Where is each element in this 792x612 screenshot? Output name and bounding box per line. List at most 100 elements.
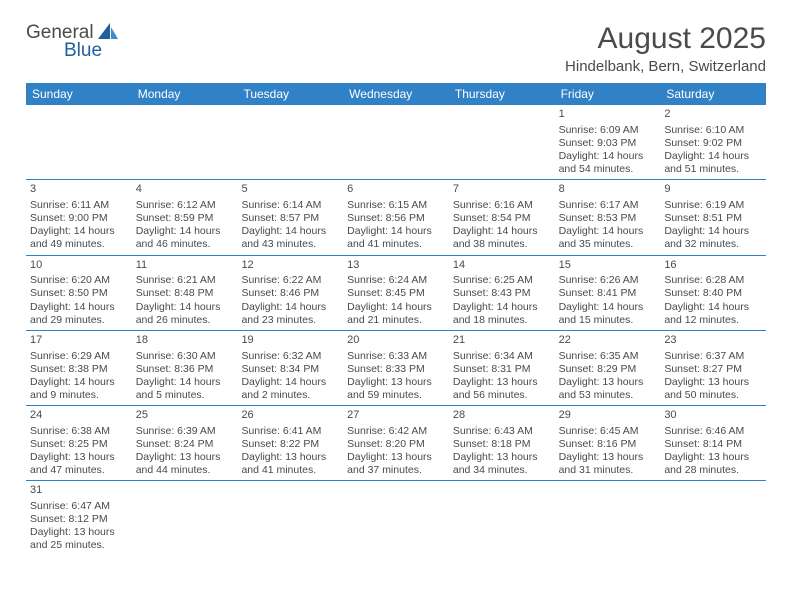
- daylight-text: and 31 minutes.: [559, 464, 657, 477]
- sunrise-text: Sunrise: 6:30 AM: [136, 350, 234, 363]
- sunset-text: Sunset: 8:25 PM: [30, 438, 128, 451]
- sunset-text: Sunset: 8:56 PM: [347, 212, 445, 225]
- day-cell: 4Sunrise: 6:12 AMSunset: 8:59 PMDaylight…: [132, 180, 238, 254]
- daylight-text: and 15 minutes.: [559, 314, 657, 327]
- day-cell: 25Sunrise: 6:39 AMSunset: 8:24 PMDayligh…: [132, 406, 238, 480]
- day-number: 17: [30, 334, 128, 348]
- daylight-text: Daylight: 14 hours: [241, 376, 339, 389]
- sunrise-text: Sunrise: 6:09 AM: [559, 124, 657, 137]
- daylight-text: Daylight: 13 hours: [453, 376, 551, 389]
- week-row: 17Sunrise: 6:29 AMSunset: 8:38 PMDayligh…: [26, 331, 766, 406]
- day-header-row: SundayMondayTuesdayWednesdayThursdayFrid…: [26, 83, 766, 105]
- sunset-text: Sunset: 9:00 PM: [30, 212, 128, 225]
- sunrise-text: Sunrise: 6:17 AM: [559, 199, 657, 212]
- day-header: Sunday: [26, 83, 132, 105]
- day-header: Tuesday: [237, 83, 343, 105]
- sunrise-text: Sunrise: 6:46 AM: [664, 425, 762, 438]
- daylight-text: Daylight: 13 hours: [664, 451, 762, 464]
- day-cell: 26Sunrise: 6:41 AMSunset: 8:22 PMDayligh…: [237, 406, 343, 480]
- day-cell: 18Sunrise: 6:30 AMSunset: 8:36 PMDayligh…: [132, 331, 238, 405]
- day-number: 21: [453, 334, 551, 348]
- empty-cell: [26, 105, 132, 179]
- sunrise-text: Sunrise: 6:45 AM: [559, 425, 657, 438]
- day-number: 22: [559, 334, 657, 348]
- day-cell: 11Sunrise: 6:21 AMSunset: 8:48 PMDayligh…: [132, 256, 238, 330]
- day-cell: 23Sunrise: 6:37 AMSunset: 8:27 PMDayligh…: [660, 331, 766, 405]
- logo: GeneralBlue: [26, 22, 120, 62]
- sunset-text: Sunset: 8:24 PM: [136, 438, 234, 451]
- sunset-text: Sunset: 8:50 PM: [30, 287, 128, 300]
- daylight-text: Daylight: 13 hours: [453, 451, 551, 464]
- sunset-text: Sunset: 8:40 PM: [664, 287, 762, 300]
- day-cell: 6Sunrise: 6:15 AMSunset: 8:56 PMDaylight…: [343, 180, 449, 254]
- daylight-text: and 32 minutes.: [664, 238, 762, 251]
- daylight-text: Daylight: 14 hours: [453, 225, 551, 238]
- day-cell: 21Sunrise: 6:34 AMSunset: 8:31 PMDayligh…: [449, 331, 555, 405]
- empty-cell: [132, 105, 238, 179]
- day-header: Saturday: [660, 83, 766, 105]
- calendar: SundayMondayTuesdayWednesdayThursdayFrid…: [26, 83, 766, 556]
- empty-cell: [132, 481, 238, 555]
- sunset-text: Sunset: 8:29 PM: [559, 363, 657, 376]
- sunrise-text: Sunrise: 6:12 AM: [136, 199, 234, 212]
- sunset-text: Sunset: 9:03 PM: [559, 137, 657, 150]
- sunset-text: Sunset: 8:12 PM: [30, 513, 128, 526]
- daylight-text: Daylight: 14 hours: [559, 301, 657, 314]
- empty-cell: [343, 481, 449, 555]
- sunrise-text: Sunrise: 6:10 AM: [664, 124, 762, 137]
- daylight-text: and 49 minutes.: [30, 238, 128, 251]
- day-number: 12: [241, 259, 339, 273]
- daylight-text: Daylight: 14 hours: [664, 301, 762, 314]
- week-row: 3Sunrise: 6:11 AMSunset: 9:00 PMDaylight…: [26, 180, 766, 255]
- day-cell: 28Sunrise: 6:43 AMSunset: 8:18 PMDayligh…: [449, 406, 555, 480]
- daylight-text: and 41 minutes.: [347, 238, 445, 251]
- sunrise-text: Sunrise: 6:42 AM: [347, 425, 445, 438]
- week-row: 24Sunrise: 6:38 AMSunset: 8:25 PMDayligh…: [26, 406, 766, 481]
- day-number: 1: [559, 108, 657, 122]
- day-number: 10: [30, 259, 128, 273]
- daylight-text: and 21 minutes.: [347, 314, 445, 327]
- daylight-text: Daylight: 14 hours: [241, 301, 339, 314]
- day-header: Monday: [132, 83, 238, 105]
- day-cell: 7Sunrise: 6:16 AMSunset: 8:54 PMDaylight…: [449, 180, 555, 254]
- daylight-text: Daylight: 14 hours: [664, 225, 762, 238]
- daylight-text: and 47 minutes.: [30, 464, 128, 477]
- daylight-text: and 18 minutes.: [453, 314, 551, 327]
- daylight-text: Daylight: 14 hours: [241, 225, 339, 238]
- sunrise-text: Sunrise: 6:28 AM: [664, 274, 762, 287]
- day-number: 28: [453, 409, 551, 423]
- daylight-text: and 44 minutes.: [136, 464, 234, 477]
- daylight-text: Daylight: 13 hours: [30, 526, 128, 539]
- day-number: 30: [664, 409, 762, 423]
- daylight-text: Daylight: 14 hours: [30, 225, 128, 238]
- daylight-text: and 43 minutes.: [241, 238, 339, 251]
- daylight-text: Daylight: 13 hours: [136, 451, 234, 464]
- month-title: August 2025: [565, 22, 766, 56]
- daylight-text: and 26 minutes.: [136, 314, 234, 327]
- title-block: August 2025 Hindelbank, Bern, Switzerlan…: [565, 22, 766, 75]
- day-number: 15: [559, 259, 657, 273]
- daylight-text: Daylight: 13 hours: [347, 451, 445, 464]
- sunrise-text: Sunrise: 6:15 AM: [347, 199, 445, 212]
- sunrise-text: Sunrise: 6:29 AM: [30, 350, 128, 363]
- day-number: 3: [30, 183, 128, 197]
- day-cell: 1Sunrise: 6:09 AMSunset: 9:03 PMDaylight…: [555, 105, 661, 179]
- sunset-text: Sunset: 8:51 PM: [664, 212, 762, 225]
- sunset-text: Sunset: 8:20 PM: [347, 438, 445, 451]
- sunset-text: Sunset: 8:41 PM: [559, 287, 657, 300]
- day-number: 7: [453, 183, 551, 197]
- day-number: 29: [559, 409, 657, 423]
- week-row: 10Sunrise: 6:20 AMSunset: 8:50 PMDayligh…: [26, 256, 766, 331]
- day-header: Friday: [555, 83, 661, 105]
- day-number: 25: [136, 409, 234, 423]
- daylight-text: and 53 minutes.: [559, 389, 657, 402]
- day-number: 11: [136, 259, 234, 273]
- day-number: 14: [453, 259, 551, 273]
- empty-cell: [237, 105, 343, 179]
- day-cell: 31Sunrise: 6:47 AMSunset: 8:12 PMDayligh…: [26, 481, 132, 555]
- sunset-text: Sunset: 8:57 PM: [241, 212, 339, 225]
- sunrise-text: Sunrise: 6:14 AM: [241, 199, 339, 212]
- sunrise-text: Sunrise: 6:41 AM: [241, 425, 339, 438]
- day-number: 9: [664, 183, 762, 197]
- daylight-text: Daylight: 14 hours: [136, 376, 234, 389]
